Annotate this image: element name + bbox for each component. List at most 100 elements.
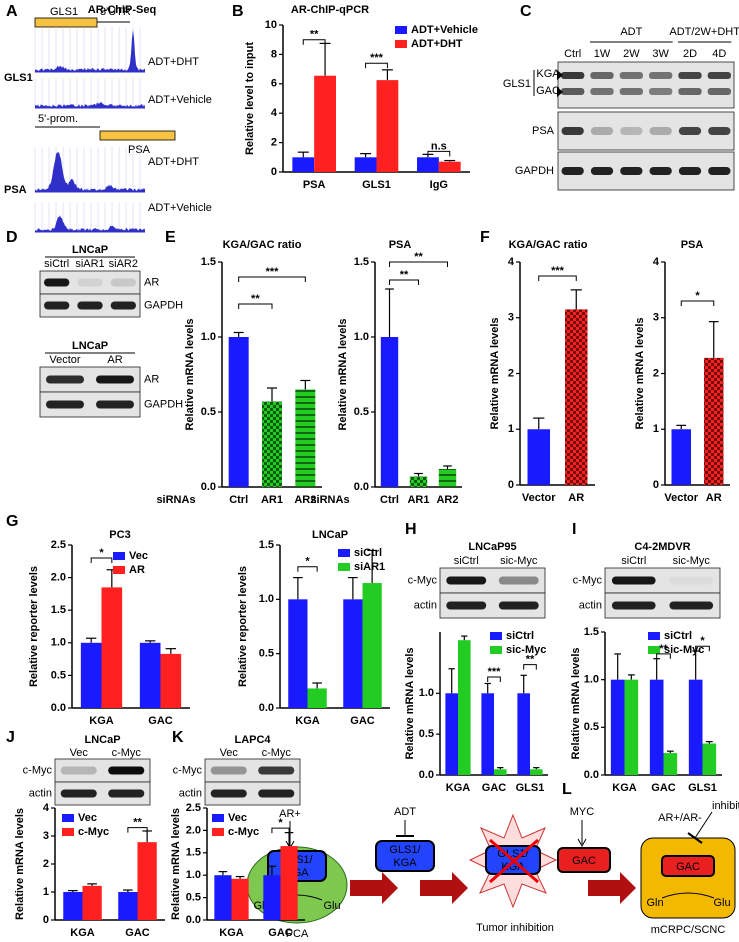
y-tick-label: 1.5 [584,626,599,638]
model-text: GLS1/ [389,844,421,856]
bar [702,743,717,775]
y-tick-label: 0.5 [186,892,201,904]
enzyme-box [661,855,715,877]
lane-label: 1W [594,48,611,60]
panel-title: AR-ChIP-Seq [88,4,156,16]
bar [288,599,308,708]
bar [438,161,461,172]
sig-bracket [523,664,537,670]
band [619,72,643,79]
y-axis-label: Relative mRNA levels [489,317,501,429]
legend-swatch [212,828,224,836]
inhibit [694,811,713,839]
bar [231,878,249,920]
band [649,88,673,95]
bar [565,309,588,485]
bar [307,688,327,708]
legend-label: Vec [228,812,247,824]
x-tick-label: Vector [664,492,698,504]
arrowhead [557,70,563,80]
y-tick-label: 0.0 [51,702,66,714]
row-label: AR [144,373,159,385]
y-tick-label: 2.0 [186,824,201,836]
band [708,167,731,175]
panel-letter: C [520,3,532,20]
band [669,576,714,585]
bar [380,337,399,487]
y-axis-label: Relative mRNA levels [634,317,646,429]
panel-letter: D [6,229,18,246]
legend-label: c-Myc [78,826,109,838]
enzyme-box [557,847,611,873]
band [649,127,672,135]
model-text: Gln [646,897,663,909]
x-tick-label: AR1 [261,494,283,506]
bar [481,693,494,775]
bar [445,693,458,775]
y-tick-label: 2 [43,858,49,870]
band [678,127,702,135]
model-text: AR+ [279,808,301,820]
feature-label: 5'-prom. [38,113,78,125]
legend-swatch [62,828,74,836]
y-tick-label: 2.0 [51,572,66,584]
row-label: GAPDH [144,398,183,410]
band [446,601,487,610]
model-text: AR+/AR- [658,812,702,824]
y-tick-label: 0.5 [584,721,599,733]
model-text: ADT [394,806,416,818]
legend-swatch [113,566,125,574]
x-tick-label: GLS1 [516,782,545,794]
x-tick-label: GAC [148,715,173,727]
band [44,301,70,310]
lane-label: 4D [712,48,726,60]
band [669,601,714,610]
band [108,766,145,775]
track-label: ADT+DHT [148,56,199,68]
track-signal [35,215,145,232]
panel-letter: K [172,729,184,746]
track-signal [35,152,145,192]
x-tick-label: KGA [612,782,637,794]
legend-label: ADT+Vehicle [411,24,478,36]
sig-bracket [90,557,113,564]
big-arrow [588,872,636,904]
bar [228,337,249,487]
y-axis-label: Relative mRNA levels [570,647,582,759]
sig-bracket [680,300,715,307]
y-tick-label: 10 [265,19,277,31]
chart-title: PSA [681,239,704,251]
big-arrow [420,872,468,904]
blot-title: LNCaP [84,734,120,746]
legend-label: ADT+DHT [411,38,463,50]
gene-label: GLS1 [503,78,531,90]
panel-letter: F [480,229,490,246]
chart-title: PSA [389,239,412,251]
sig-bracket [389,279,419,285]
y-tick-label: 0 [508,479,514,491]
chart-title: LNCaP [312,529,348,541]
row-label: c-Myc [173,764,203,776]
x-tick-label: AR [706,492,722,504]
blot-title: LAPC4 [234,734,271,746]
y-tick-label: 6 [271,78,277,90]
bar [292,157,315,172]
sig-label: * [700,635,705,647]
legend-swatch [490,632,502,640]
chart-title: KGA/GAC ratio [223,239,302,251]
y-tick-label: 1.0 [186,869,201,881]
y-tick-label: 3 [653,312,659,324]
y-tick-label: 4 [508,256,515,268]
isoform-label: KGA [536,68,560,80]
model-text: MYC [570,806,595,818]
sig-label: * [278,817,283,829]
legend-swatch [648,646,660,654]
blot-row [54,781,151,806]
band [619,88,643,95]
band [498,601,539,610]
legend-label: c-Myc [228,826,259,838]
band [561,72,585,79]
lane-label: sic-Myc [500,555,538,567]
track-signal [35,29,145,72]
sig-label: *** [488,666,502,678]
